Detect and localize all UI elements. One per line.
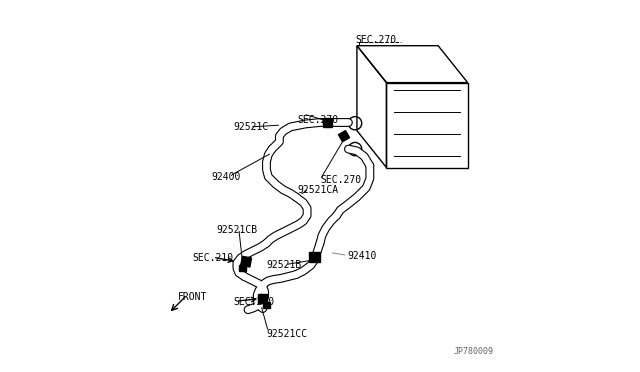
Bar bbox=[239, 264, 246, 271]
Text: 92521CB: 92521CB bbox=[216, 225, 258, 235]
Bar bbox=[241, 256, 252, 267]
Text: FRONT: FRONT bbox=[178, 292, 207, 302]
Bar bbox=[258, 294, 268, 303]
Bar bbox=[309, 252, 319, 262]
Text: SEC.210: SEC.210 bbox=[233, 297, 275, 307]
Bar bbox=[323, 118, 332, 127]
Text: 92400: 92400 bbox=[211, 172, 241, 182]
Text: JP780009: JP780009 bbox=[454, 347, 493, 356]
Text: SEC.210: SEC.210 bbox=[193, 253, 234, 263]
Text: 92521B: 92521B bbox=[266, 260, 301, 270]
Text: 92410: 92410 bbox=[348, 251, 377, 261]
Text: 92521CC: 92521CC bbox=[266, 329, 308, 339]
Text: SEC.270: SEC.270 bbox=[320, 176, 361, 186]
Text: SEC.270: SEC.270 bbox=[298, 115, 339, 125]
Text: 92521CA: 92521CA bbox=[298, 185, 339, 195]
Text: SEC.270: SEC.270 bbox=[355, 35, 396, 45]
Bar bbox=[339, 131, 349, 142]
Text: 92521C: 92521C bbox=[233, 122, 269, 132]
Bar bbox=[263, 302, 270, 308]
